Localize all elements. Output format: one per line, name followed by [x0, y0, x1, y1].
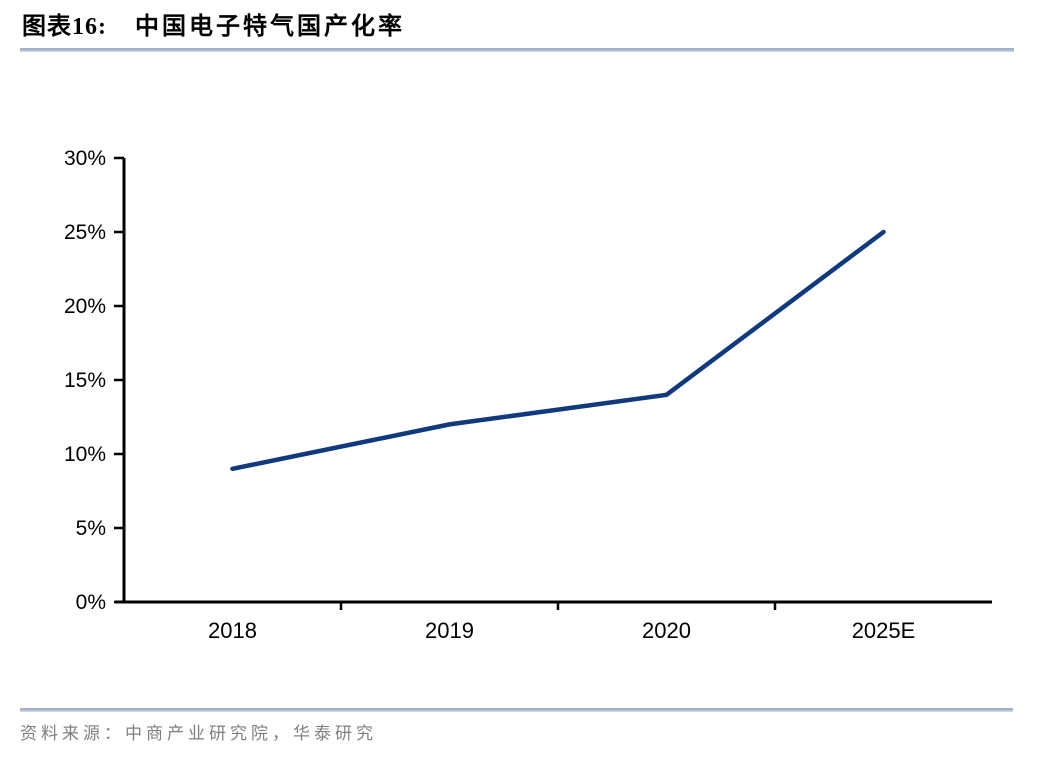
data-series-line: [230, 229, 886, 472]
title-divider: [20, 48, 1014, 52]
y-tick-label: 20%: [64, 295, 106, 318]
figure-header: 图表16: 中国电子特气国产化率: [22, 6, 405, 41]
footer-divider: [20, 708, 1013, 712]
y-tick-label: 25%: [64, 221, 106, 244]
y-tick-label: 5%: [76, 517, 106, 540]
figure-number-label: 图表16:: [22, 14, 107, 40]
x-tick-label: 2025E: [852, 618, 916, 643]
x-tick-label: 2020: [642, 618, 691, 643]
source-note: 资料来源：中商产业研究院，华泰研究: [20, 724, 377, 743]
y-tick-label: 15%: [64, 369, 106, 392]
y-tick-label: 0%: [76, 591, 106, 614]
y-tick-label: 30%: [64, 147, 106, 170]
figure-title: 图表16: 中国电子特气国产化率: [22, 6, 405, 41]
y-tick-label: 10%: [64, 443, 106, 466]
figure-title-text: 中国电子特气国产化率: [135, 14, 405, 40]
x-tick-label: 2018: [208, 618, 257, 643]
x-tick-label: 2019: [425, 618, 474, 643]
